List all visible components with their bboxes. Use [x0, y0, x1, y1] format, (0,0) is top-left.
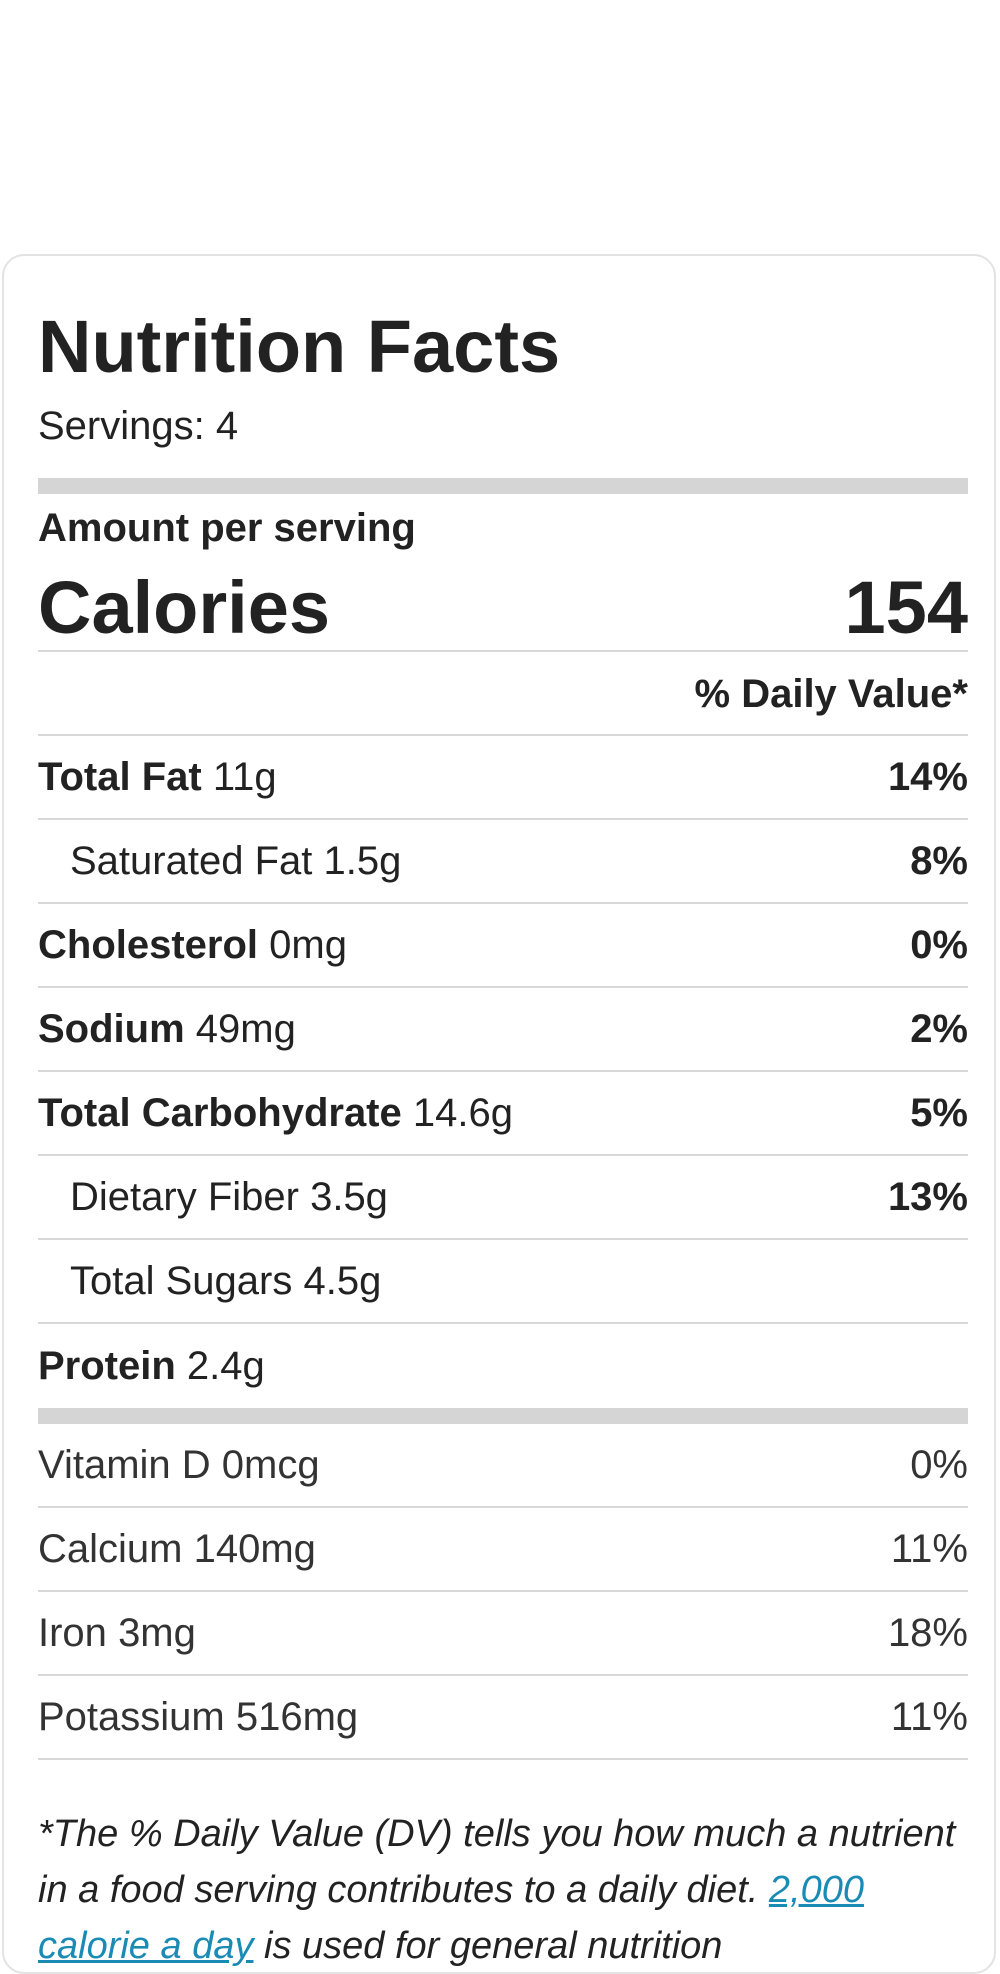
- nutrient-amount: 14.6g: [412, 1090, 513, 1135]
- vitamin-pct: 0%: [910, 1442, 968, 1487]
- vitamin-name: Potassium: [38, 1694, 225, 1739]
- footnote-text: *The % Daily Value (DV) tells you how mu…: [38, 1813, 956, 1911]
- calories-row: Calories 154: [38, 566, 968, 650]
- nutrition-title: Nutrition Facts: [38, 305, 561, 388]
- divider: [38, 650, 968, 652]
- vitamin-pct: 11%: [890, 1694, 968, 1739]
- nutrient-pct: 5%: [910, 1090, 968, 1135]
- nutrient-name: Cholesterol: [38, 922, 259, 967]
- nutrient-row-total-carbohydrate: Total Carbohydrate 14.6g 5%: [38, 1072, 968, 1156]
- nutrient-amount: 4.5g: [303, 1258, 382, 1303]
- nutrient-name: Saturated Fat: [70, 838, 313, 883]
- footnote-text-after: is used for general nutrition: [253, 1925, 723, 1967]
- nutrient-pct: 2%: [910, 1006, 968, 1051]
- vitamin-name: Calcium: [38, 1526, 183, 1571]
- nutrient-row-saturated-fat: Saturated Fat 1.5g 8%: [38, 820, 968, 904]
- vitamin-name: Vitamin D: [38, 1442, 211, 1487]
- nutrient-amount: 49mg: [195, 1006, 296, 1051]
- nutrient-name: Total Carbohydrate: [38, 1090, 402, 1135]
- vitamin-amount: 516mg: [235, 1694, 359, 1739]
- vitamin-name: Iron: [38, 1610, 107, 1655]
- nutrient-name: Dietary Fiber: [70, 1174, 299, 1219]
- calories-label: Calories: [38, 566, 331, 649]
- nutrient-row-cholesterol: Cholesterol 0mg 0%: [38, 904, 968, 988]
- nutrient-amount: 3.5g: [310, 1174, 388, 1219]
- calories-value: 154: [844, 566, 968, 649]
- amount-per-serving: Amount per serving: [38, 506, 416, 550]
- nutrient-row-sodium: Sodium 49mg 2%: [38, 988, 968, 1072]
- thick-divider: [38, 1408, 968, 1424]
- vitamin-row-calcium: Calcium 140mg 11%: [38, 1508, 968, 1592]
- nutrient-pct: 0%: [910, 922, 968, 967]
- nutrient-name: Protein: [38, 1343, 176, 1388]
- thick-divider: [38, 478, 968, 494]
- nutrient-row-protein: Protein 2.4g: [38, 1324, 968, 1408]
- nutrient-row-total-fat: Total Fat 11g 14%: [38, 736, 968, 820]
- nutrient-row-dietary-fiber: Dietary Fiber 3.5g 13%: [38, 1156, 968, 1240]
- vitamin-row-vitamin-d: Vitamin D 0mcg 0%: [38, 1424, 968, 1508]
- nutrient-pct: 14%: [887, 754, 968, 799]
- servings-text: Servings: 4: [38, 404, 239, 448]
- divider: [38, 734, 968, 736]
- nutrient-row-total-sugars: Total Sugars 4.5g: [38, 1240, 968, 1324]
- nutrient-amount: 2.4g: [186, 1343, 265, 1388]
- vitamin-amount: 140mg: [193, 1526, 316, 1571]
- vitamin-amount: 3mg: [118, 1610, 196, 1655]
- nutrient-pct: 13%: [887, 1174, 968, 1219]
- nutrition-facts-panel: Nutrition Facts Servings: 4 Amount per s…: [2, 254, 996, 1974]
- daily-value-footnote: *The % Daily Value (DV) tells you how mu…: [38, 1806, 968, 1974]
- vitamin-row-potassium: Potassium 516mg 11%: [38, 1676, 968, 1760]
- vitamin-pct: 18%: [887, 1610, 968, 1655]
- nutrient-amount: 0mg: [269, 922, 347, 967]
- nutrient-pct: 8%: [910, 838, 968, 883]
- nutrient-amount: 1.5g: [323, 838, 402, 883]
- vitamin-pct: 11%: [890, 1526, 968, 1571]
- vitamin-row-iron: Iron 3mg 18%: [38, 1592, 968, 1676]
- daily-value-header: % Daily Value*: [694, 671, 968, 716]
- nutrient-amount: 11g: [212, 754, 277, 799]
- nutrient-name: Total Sugars: [70, 1258, 293, 1303]
- nutrient-name: Sodium: [38, 1006, 185, 1051]
- nutrient-name: Total Fat: [38, 754, 202, 799]
- vitamin-amount: 0mcg: [221, 1442, 320, 1487]
